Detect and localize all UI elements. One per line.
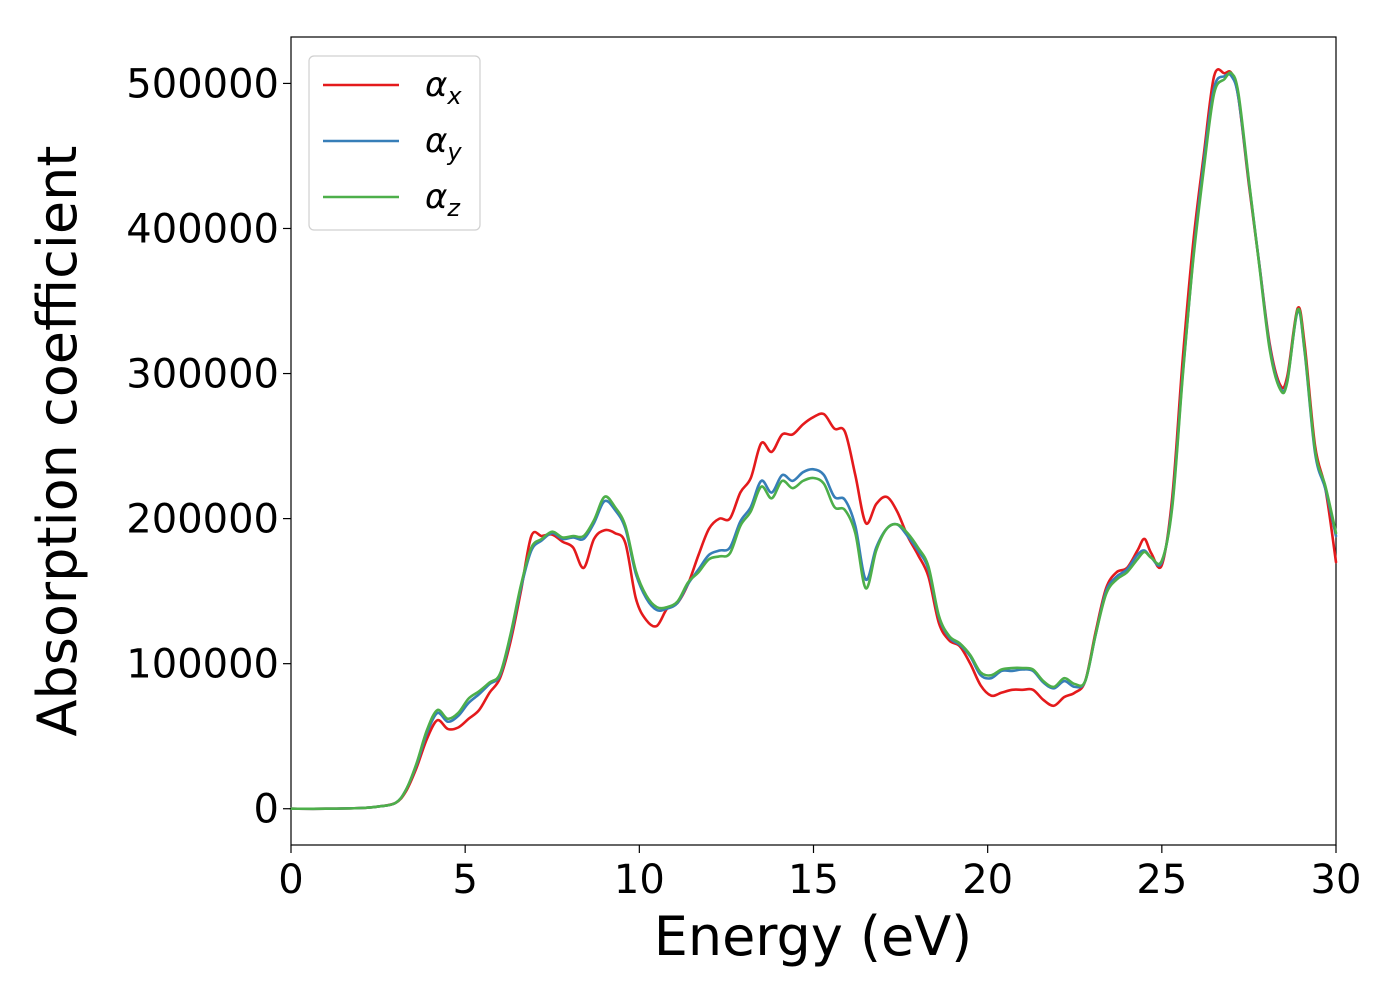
x-axis: 0 5 10 15 20 25 30: [278, 845, 1361, 903]
series-layer: [289, 68, 1338, 811]
legend-frame: [308, 55, 481, 231]
legend-label-z: αz: [425, 177, 461, 222]
y-axis-title: Absorption coefficient: [26, 146, 89, 737]
x-axis-title: Energy (eV): [654, 905, 973, 968]
y-tick-label: 500000: [126, 61, 279, 107]
x-tick-label: 30: [1311, 857, 1362, 903]
x-tick-label: 15: [788, 857, 839, 903]
x-tick-label: 25: [1136, 857, 1187, 903]
x-tick-label: 10: [614, 857, 665, 903]
x-tick-label: 20: [962, 857, 1013, 903]
legend-label-x: αx: [425, 65, 462, 110]
y-axis: 0 100000 200000 300000 400000 500000: [126, 61, 291, 833]
x-tick-label: 5: [452, 857, 477, 903]
x-tick-label: 0: [278, 857, 303, 903]
legend: αx αy αz: [308, 55, 481, 231]
y-tick-label: 200000: [126, 497, 279, 543]
series-line-z: [289, 71, 1338, 811]
y-tick-label: 400000: [126, 206, 279, 252]
legend-label-y: αy: [425, 121, 462, 166]
y-tick-label: 100000: [126, 642, 279, 688]
y-tick-label: 0: [254, 787, 279, 833]
y-tick-label: 300000: [126, 352, 279, 398]
